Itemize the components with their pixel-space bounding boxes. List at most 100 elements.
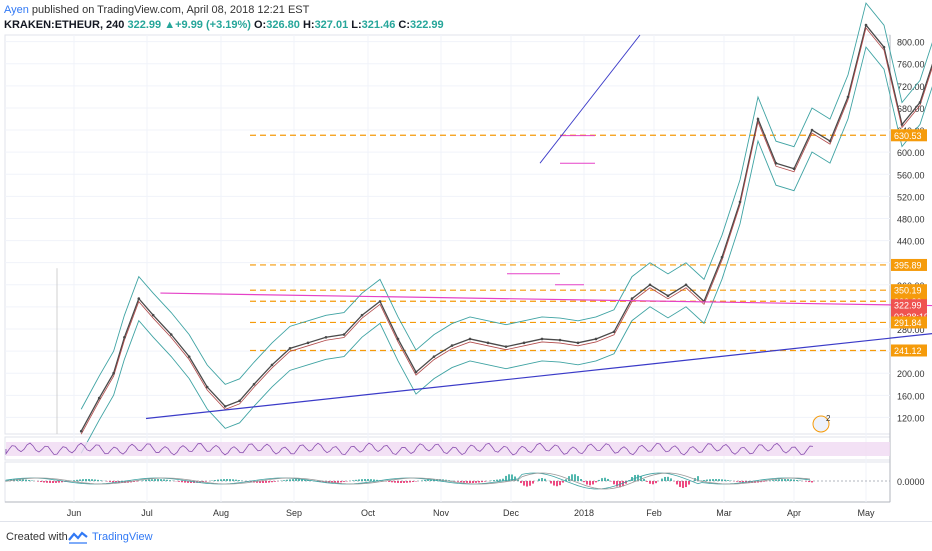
price-point: [342, 333, 346, 336]
time-tick-label: May: [857, 508, 875, 518]
price-point: [112, 371, 115, 375]
time-tick-label: Jun: [67, 508, 82, 518]
price-point: [324, 335, 328, 339]
price-tick-label: 120.00: [897, 413, 925, 423]
price-point: [414, 370, 418, 374]
price-label-text: 395.89: [894, 260, 922, 270]
moving-average-line: [80, 27, 932, 435]
price-point: [504, 345, 508, 348]
change-up-icon: ▲: [164, 19, 176, 31]
price-point: [486, 341, 490, 345]
price-point: [576, 341, 580, 345]
time-tick-label: 2018: [574, 508, 594, 518]
symbol-line: KRAKEN:ETHEUR, 240 322.99 ▲+9.99 (+3.19%…: [4, 19, 444, 31]
price-label-box: [891, 129, 927, 142]
price-point: [630, 297, 634, 300]
blue-trendline: [145, 333, 932, 420]
close-value: 322.99: [410, 19, 444, 31]
price-tick-label: 520.00: [897, 192, 925, 202]
low-value: 321.46: [361, 19, 396, 31]
publish-info: published on TradingView.com, April 08, …: [28, 4, 310, 16]
footer: Created with TradingView: [0, 521, 932, 551]
last-price: 322.99: [127, 19, 162, 31]
price-tick-label: 800.00: [897, 38, 925, 48]
time-tick-label: Feb: [646, 508, 662, 518]
publish-line: Ayen published on TradingView.com, April…: [4, 4, 309, 16]
price-label-box: [891, 316, 927, 329]
event-badge-count: 2: [826, 414, 831, 423]
price-point: [79, 429, 83, 433]
price-point: [306, 341, 310, 345]
price-point: [792, 167, 796, 171]
tradingview-logo-icon: [68, 531, 88, 544]
price-tick-label: 200.00: [897, 369, 925, 379]
high-label: H:: [302, 19, 315, 31]
time-tick-label: Oct: [361, 508, 376, 518]
bollinger-upper-band: [80, 2, 932, 410]
price-point: [522, 341, 526, 345]
price-chart[interactable]: 120.00160.00200.00240.00280.00320.00360.…: [0, 0, 932, 521]
price-tick-label: 280.00: [897, 325, 925, 335]
price-point: [648, 283, 652, 287]
price-label-text: 350.19: [894, 286, 922, 296]
price-point: [918, 101, 922, 104]
price-point: [828, 139, 832, 143]
price-point: [900, 123, 904, 126]
time-tick-label: Jul: [141, 508, 153, 518]
price-point: [810, 128, 814, 132]
pink-trendline: [160, 292, 932, 307]
price-point: [720, 255, 724, 259]
price-point: [270, 363, 274, 367]
price-point: [123, 335, 126, 339]
price-point: [846, 95, 850, 99]
price-label-text: 322.99: [894, 301, 922, 311]
price-point: [169, 333, 173, 336]
price-label-text: 241.12: [894, 346, 922, 356]
price-tick-label: 560.00: [897, 170, 925, 180]
chart-header: Ayen published on TradingView.com, April…: [0, 0, 932, 34]
price-label-text: 630.53: [894, 131, 922, 141]
blue-rise-trendline: [539, 34, 641, 164]
price-tick-label: 760.00: [897, 60, 925, 70]
open-value: 326.80: [266, 19, 300, 31]
high-value: 327.01: [314, 19, 349, 31]
price-point: [864, 23, 868, 27]
price-point: [684, 283, 688, 287]
close-label: C:: [398, 19, 410, 31]
time-tick-label: Apr: [787, 508, 801, 518]
price-point: [151, 313, 155, 317]
price-point: [468, 337, 472, 341]
time-tick-label: Nov: [433, 508, 450, 518]
price-point: [205, 385, 209, 389]
price-tick-label: 600.00: [897, 148, 925, 158]
price-point: [137, 297, 141, 300]
tradingview-link[interactable]: TradingView: [92, 531, 153, 543]
price-point: [97, 396, 101, 400]
bollinger-lower-band: [80, 46, 932, 454]
price-label-box: [891, 299, 927, 312]
price-point: [378, 300, 382, 303]
author-link[interactable]: Ayen: [4, 4, 29, 16]
price-tick-label: 680.00: [897, 104, 925, 114]
price-change: +9.99 (+3.19%): [175, 19, 251, 31]
time-tick-label: Aug: [213, 508, 229, 518]
price-label-box: [891, 284, 927, 297]
price-point: [288, 347, 292, 350]
price-point: [396, 337, 400, 341]
price-point: [432, 355, 436, 358]
price-series-line: [80, 23, 932, 432]
time-tick-label: Dec: [503, 508, 520, 518]
created-with-label: Created with: [6, 531, 68, 543]
price-label-box: [891, 344, 927, 357]
price-point: [594, 337, 598, 341]
low-label: L:: [351, 19, 362, 31]
price-point: [558, 338, 562, 342]
price-tick-label: 160.00: [897, 391, 925, 401]
price-point: [252, 382, 256, 386]
price-label-box: [891, 258, 927, 271]
rsi-line: [5, 442, 814, 456]
event-badge-icon: [812, 415, 830, 433]
price-point: [666, 294, 670, 298]
price-point: [450, 344, 454, 347]
price-tick-label: 480.00: [897, 214, 925, 224]
